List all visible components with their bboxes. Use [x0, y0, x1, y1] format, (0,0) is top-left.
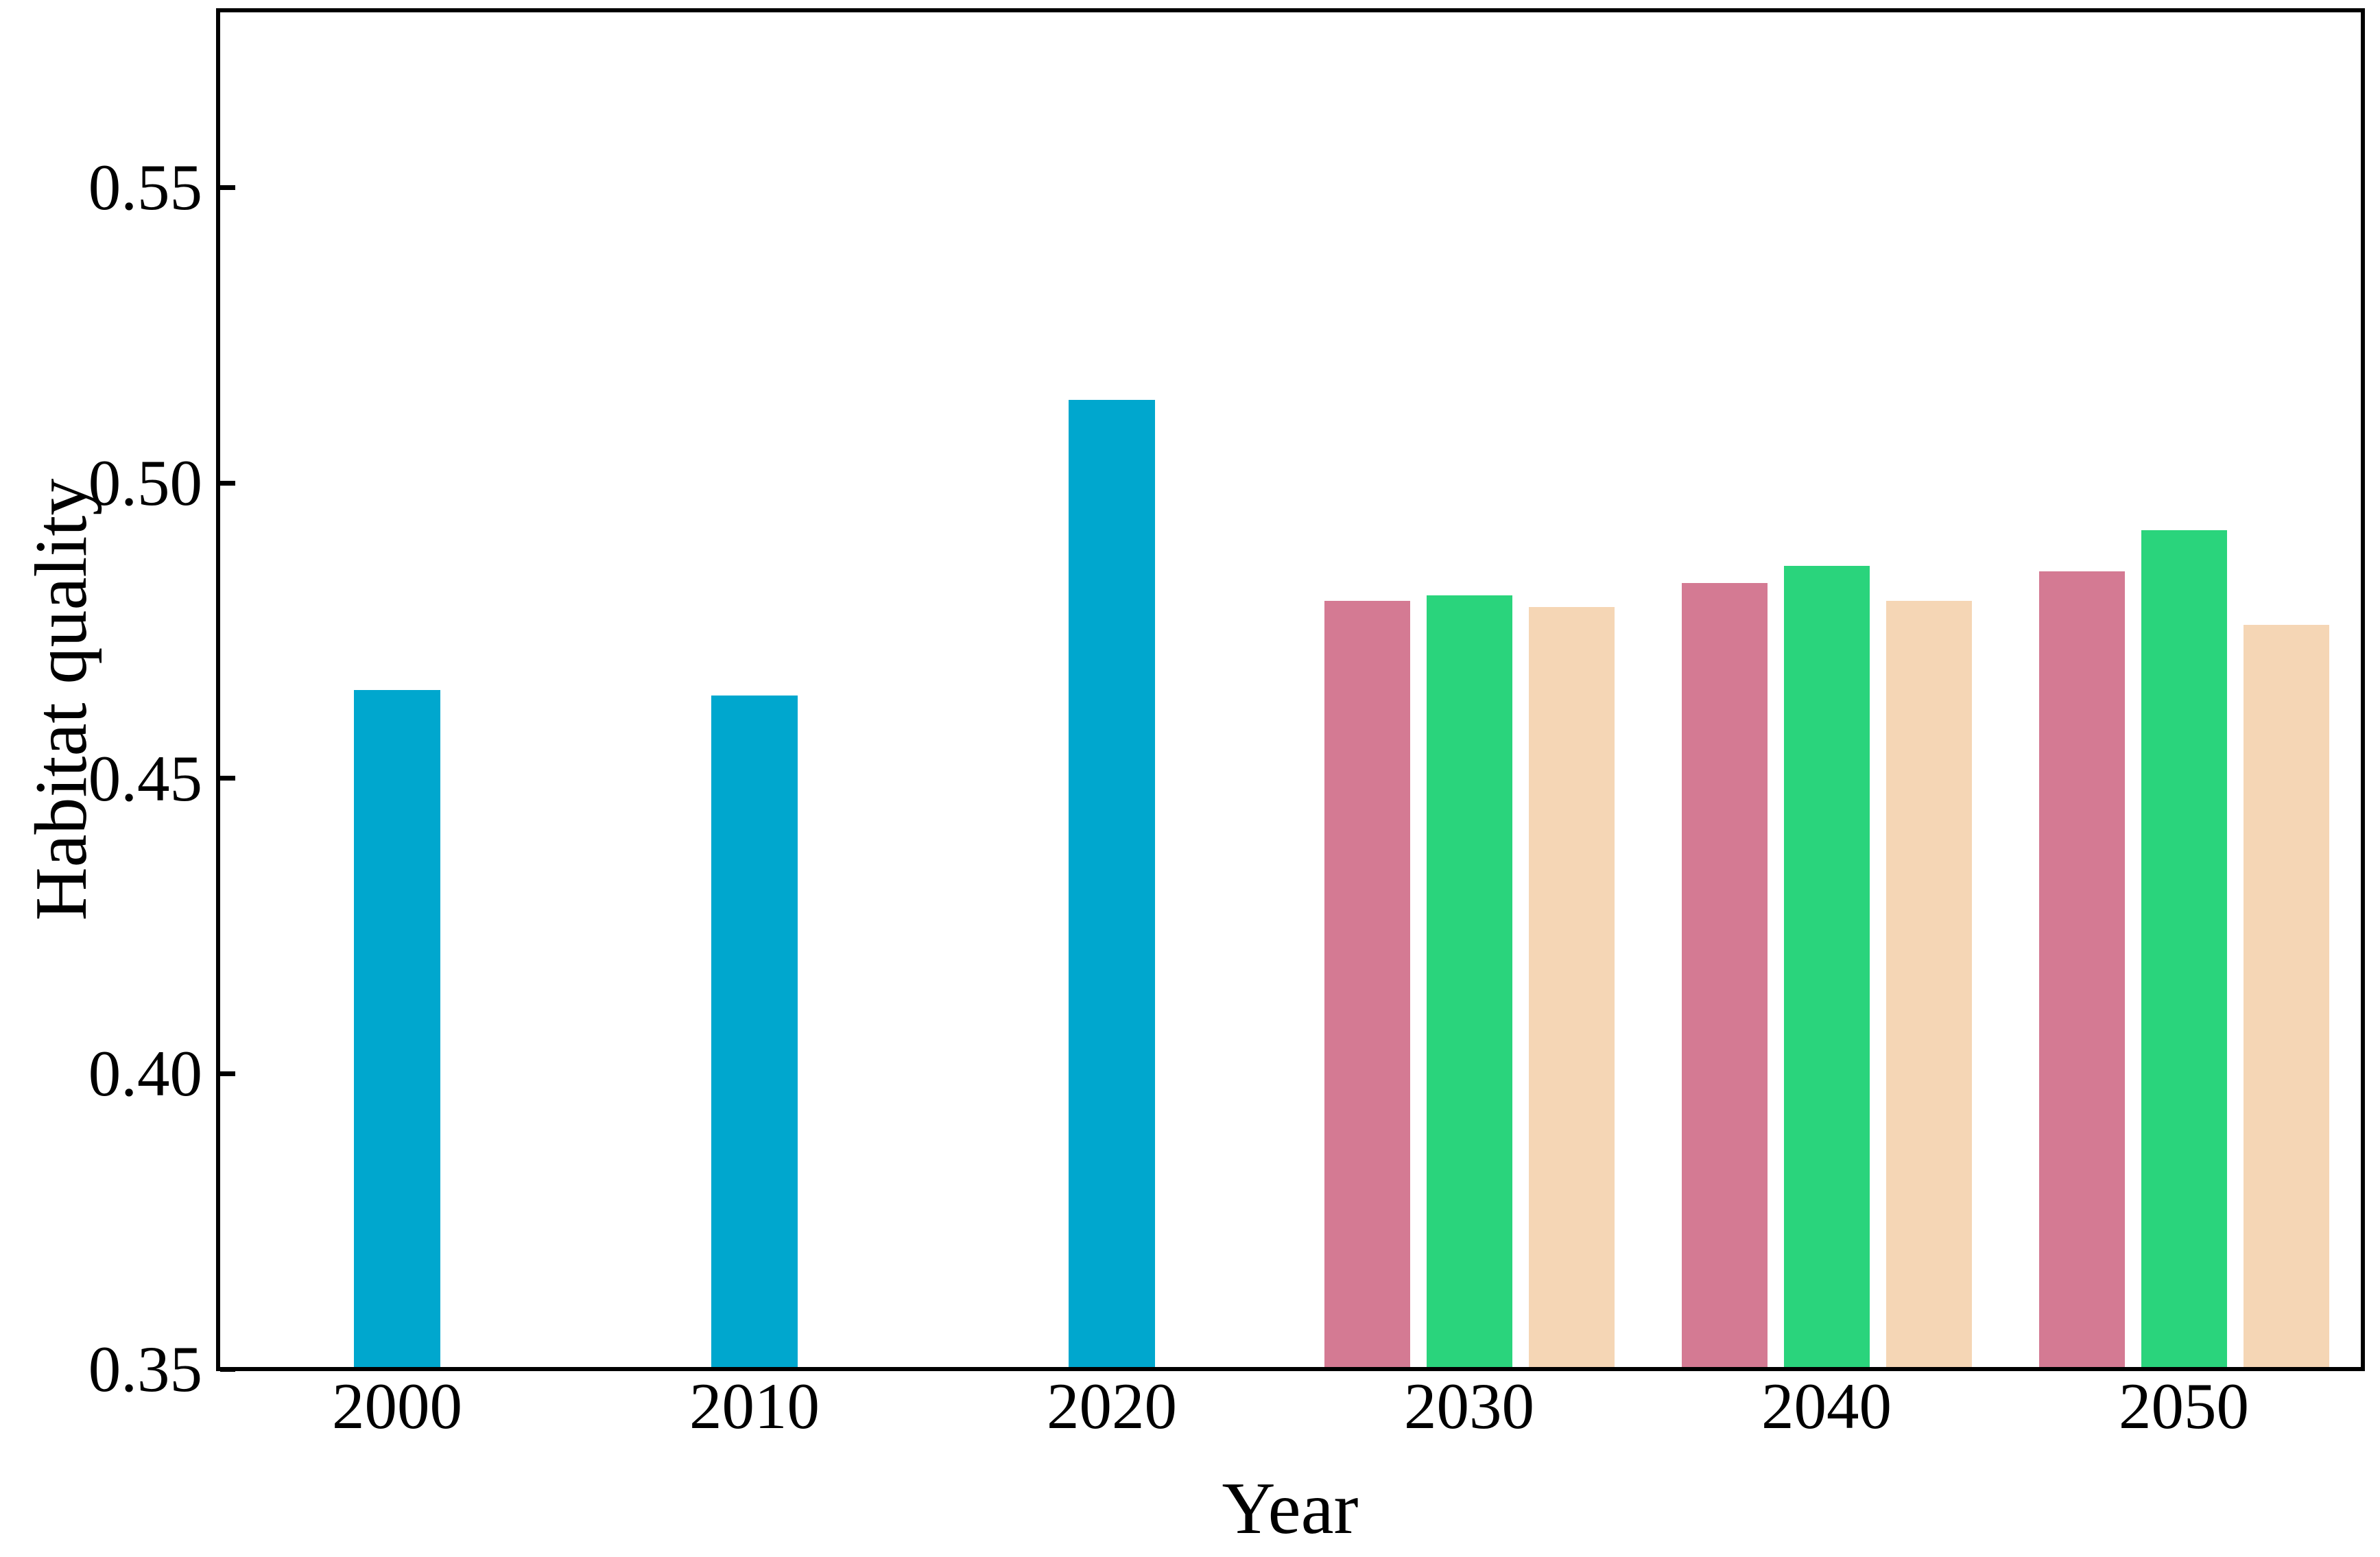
bar-2040-scenario-green	[1783, 565, 1870, 1367]
plot-area	[216, 8, 2365, 1371]
y-tick-label: 0.40	[88, 1037, 202, 1110]
x-tick-label: 2020	[1047, 1370, 1177, 1442]
y-tick-label: 0.55	[88, 151, 202, 224]
y-tick-label: 0.50	[88, 447, 202, 519]
bar-2040-scenario-peach	[1885, 601, 1972, 1367]
bar-2050-scenario-green	[2141, 530, 2227, 1367]
y-tick-mark	[220, 1071, 235, 1076]
y-tick-mark	[220, 185, 235, 190]
bar-2050-scenario-peach	[2243, 624, 2329, 1367]
x-axis-title: Year	[1222, 1468, 1359, 1549]
y-axis-title: Habitat quality	[21, 478, 102, 921]
y-tick-mark	[220, 776, 235, 781]
x-tick-label: 2000	[332, 1370, 462, 1442]
bar-2030-scenario-green	[1426, 595, 1512, 1367]
bar-2040-scenario-pink	[1681, 583, 1768, 1367]
bar-2000-historical	[353, 689, 440, 1367]
bar-2020-historical	[1068, 400, 1155, 1367]
y-tick-mark	[220, 1366, 235, 1372]
y-tick-label: 0.45	[88, 742, 202, 815]
bar-2030-scenario-peach	[1528, 606, 1615, 1367]
x-tick-label: 2030	[1404, 1370, 1534, 1442]
bar-2010-historical	[711, 696, 798, 1367]
bar-2030-scenario-pink	[1324, 601, 1410, 1367]
bar-2050-scenario-pink	[2038, 571, 2125, 1367]
y-tick-label: 0.35	[88, 1333, 202, 1405]
x-tick-label: 2050	[2119, 1370, 2249, 1442]
x-tick-label: 2040	[1761, 1370, 1892, 1442]
y-tick-mark	[220, 480, 235, 486]
x-tick-label: 2010	[689, 1370, 820, 1442]
